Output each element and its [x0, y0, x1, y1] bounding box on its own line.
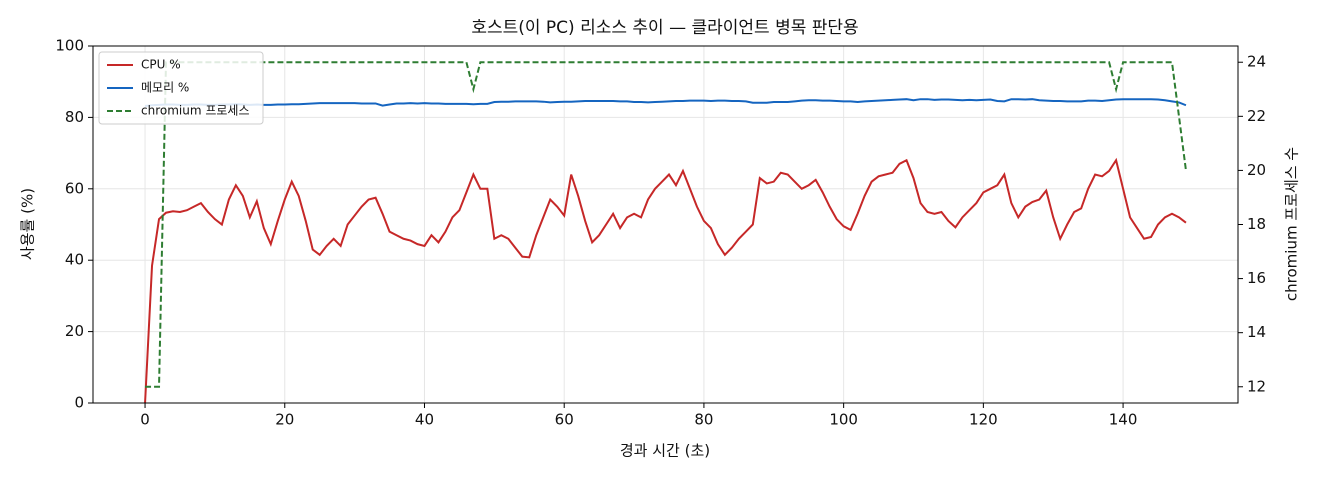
- y-tick-label: 20: [65, 322, 84, 340]
- y-tick-label: 0: [74, 394, 84, 412]
- y2-tick-label: 20: [1247, 161, 1266, 179]
- x-tick-label: 140: [1109, 411, 1138, 429]
- x-tick-label: 0: [140, 411, 150, 429]
- legend-label: chromium 프로세스: [141, 104, 250, 118]
- legend-box: [98, 51, 264, 125]
- chart-title: 호스트(이 PC) 리소스 추이 — 클라이언트 병목 판단용: [471, 18, 858, 38]
- legend-label: 메모리 %: [141, 81, 189, 95]
- legend: CPU % 메모리 % chromium 프로세스: [98, 51, 264, 125]
- y-tick-label: 60: [65, 179, 84, 197]
- series-line: [144, 98, 1187, 107]
- y2-tick-label: 16: [1247, 269, 1266, 287]
- y-tick-label: 100: [55, 37, 84, 55]
- x-tick-label: 120: [969, 411, 998, 429]
- y2-axis-label: chromium 프로세스 수: [1283, 147, 1301, 301]
- y2-tick-label: 14: [1247, 323, 1266, 341]
- x-tick-label: 100: [829, 411, 858, 429]
- y2-tick-label: 12: [1247, 377, 1266, 395]
- x-tick-label: 60: [555, 411, 574, 429]
- series-line: [145, 61, 1187, 388]
- x-tick-label: 20: [275, 411, 294, 429]
- y2-tick-label: 22: [1247, 107, 1266, 125]
- y-axis-label: 사용률 (%): [19, 188, 37, 260]
- y2-tick-label: 24: [1247, 53, 1266, 71]
- x-axis-label: 경과 시간 (초): [620, 442, 710, 460]
- x-tick-label: 40: [415, 411, 434, 429]
- legend-label: CPU %: [141, 58, 181, 72]
- y-tick-label: 40: [65, 251, 84, 269]
- y-tick-label: 80: [65, 108, 84, 126]
- series-line: [144, 157, 1187, 404]
- x-tick-label: 80: [694, 411, 713, 429]
- y2-tick-label: 18: [1247, 215, 1266, 233]
- plot-frame: [92, 45, 1239, 404]
